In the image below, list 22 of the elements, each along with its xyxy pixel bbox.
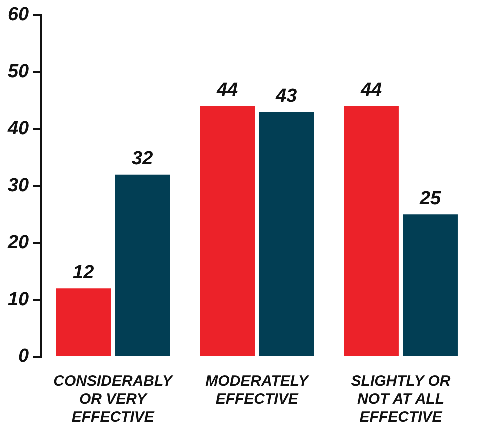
y-tick-label: 60 <box>8 4 30 26</box>
bar <box>115 174 170 356</box>
bar <box>56 288 112 356</box>
y-tick-label: 10 <box>8 289 30 310</box>
y-tick-label: 20 <box>6 232 30 254</box>
y-tick-label: 50 <box>8 62 30 83</box>
data-label: 43 <box>275 86 298 107</box>
y-tick-label: 30 <box>8 175 30 196</box>
data-label: 44 <box>216 80 239 102</box>
y-tick-label: 40 <box>6 118 30 140</box>
bar <box>259 112 314 356</box>
bar <box>344 106 399 356</box>
x-tick-label: SLIGHTLY OR NOT AT ALL EFFECTIVE <box>351 373 451 426</box>
data-label: 32 <box>132 148 154 170</box>
bar <box>403 214 458 356</box>
data-label: 12 <box>73 262 95 284</box>
x-tick-label: CONSIDERABLY OR VERY EFFECTIVE <box>54 373 175 426</box>
y-tick-label: 0 <box>18 346 30 368</box>
x-tick-label: MODERATELY EFFECTIVE <box>206 373 310 408</box>
data-label: 25 <box>418 188 442 210</box>
bar <box>200 106 255 356</box>
data-label: 44 <box>360 80 383 102</box>
